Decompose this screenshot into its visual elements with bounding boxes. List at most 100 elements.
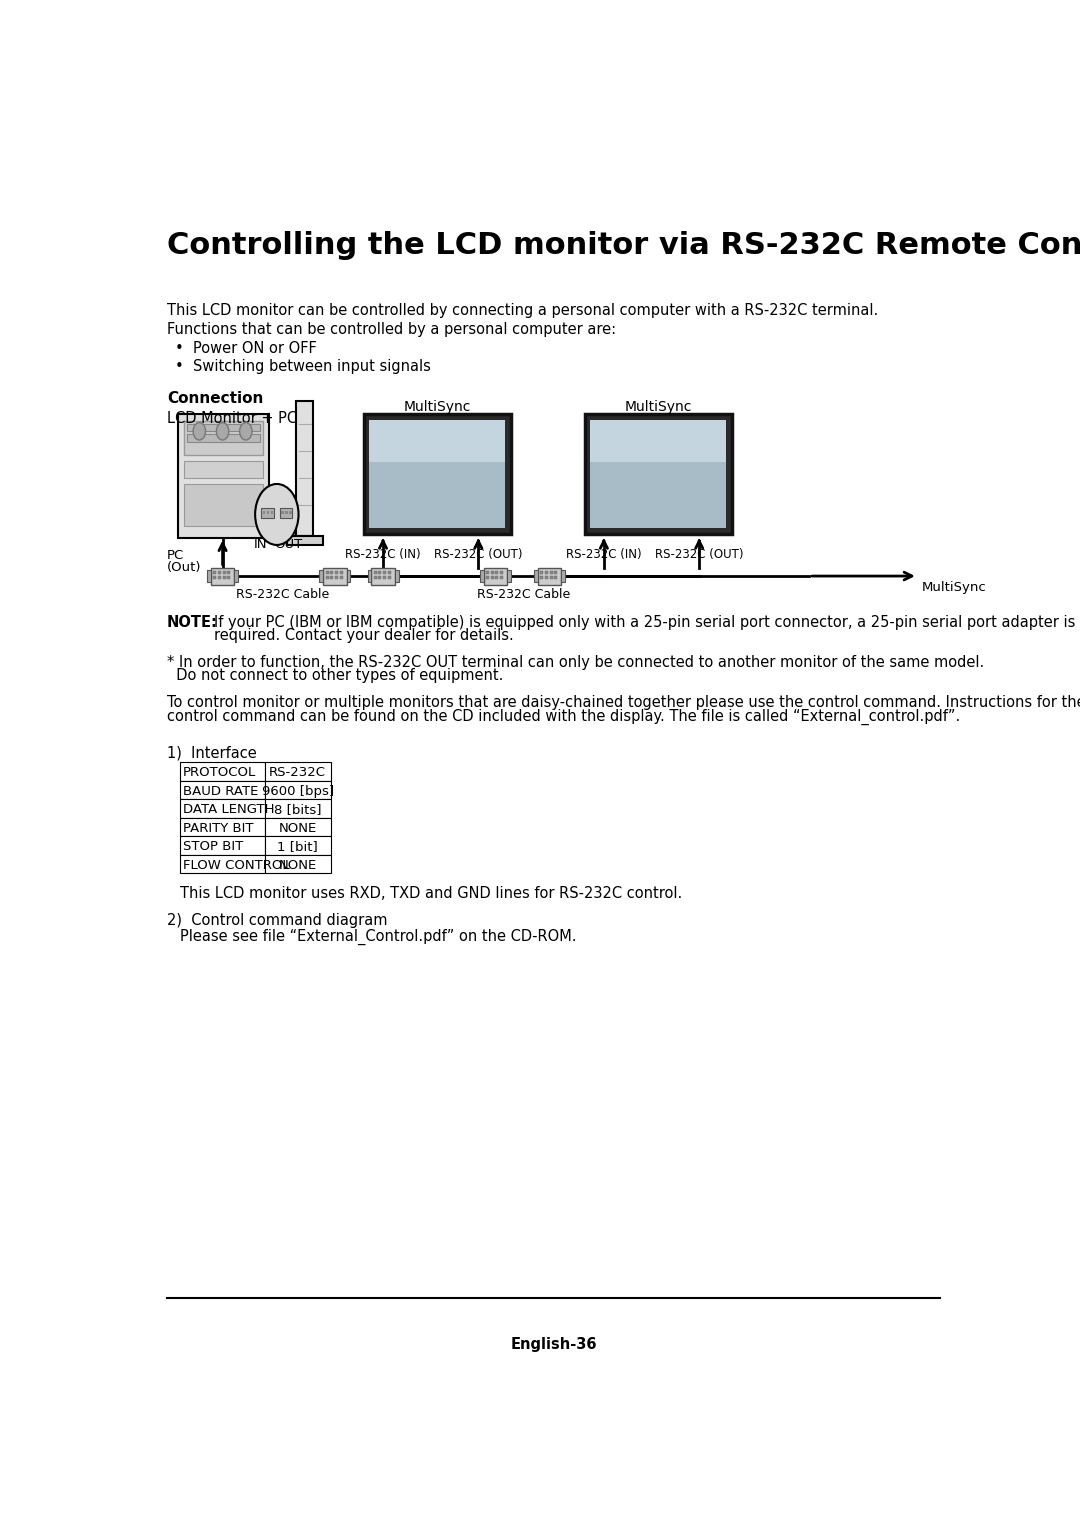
Bar — [545, 570, 548, 573]
Bar — [554, 576, 557, 579]
Bar — [213, 570, 216, 573]
Bar — [554, 570, 557, 573]
Bar — [266, 836, 332, 854]
Bar — [271, 510, 273, 513]
Bar — [480, 570, 484, 582]
Text: MultiSync: MultiSync — [921, 581, 986, 594]
Text: * In order to function, the RS-232C OUT terminal can only be connected to anothe: * In order to function, the RS-232C OUT … — [166, 654, 984, 669]
Bar — [378, 570, 381, 573]
Bar — [180, 836, 266, 854]
Circle shape — [216, 423, 229, 440]
Bar — [486, 576, 489, 579]
Circle shape — [240, 423, 252, 440]
Bar — [211, 567, 234, 585]
Bar — [584, 414, 732, 533]
Bar — [496, 570, 499, 573]
Bar — [562, 570, 565, 582]
Text: RS-232C (IN): RS-232C (IN) — [566, 547, 642, 561]
Text: English-36: English-36 — [510, 1337, 597, 1352]
Bar — [266, 817, 332, 836]
Bar — [590, 420, 727, 461]
Bar — [335, 570, 338, 573]
Bar — [262, 510, 266, 513]
Bar — [222, 576, 226, 579]
Bar — [507, 570, 511, 582]
Bar — [184, 460, 262, 477]
Bar — [388, 576, 391, 579]
Bar — [227, 576, 230, 579]
Bar — [323, 567, 347, 585]
Text: RS-232C Cable: RS-232C Cable — [235, 588, 329, 601]
Text: RS-232C: RS-232C — [269, 766, 326, 779]
Bar — [326, 570, 328, 573]
Bar — [369, 420, 505, 529]
Bar — [180, 781, 266, 799]
Bar — [280, 509, 293, 518]
Bar — [287, 536, 323, 545]
Text: RS-232C (OUT): RS-232C (OUT) — [434, 547, 523, 561]
Text: RS-232C Cable: RS-232C Cable — [477, 588, 570, 601]
Bar — [282, 510, 284, 513]
Bar — [364, 414, 511, 533]
Text: 1)  Interface: 1) Interface — [166, 746, 257, 761]
Text: FLOW CONTROL: FLOW CONTROL — [183, 859, 289, 871]
Bar — [378, 576, 381, 579]
Text: NONE: NONE — [279, 859, 316, 871]
Bar — [335, 576, 338, 579]
Text: •  Power ON or OFF: • Power ON or OFF — [175, 341, 318, 356]
Text: 1 [bit]: 1 [bit] — [278, 840, 319, 853]
Bar — [496, 576, 499, 579]
Bar — [180, 854, 266, 874]
Bar — [296, 402, 313, 536]
Text: control command can be found on the CD included with the display. The file is ca: control command can be found on the CD i… — [166, 709, 960, 726]
Bar — [266, 799, 332, 817]
Bar — [330, 576, 334, 579]
Text: MultiSync: MultiSync — [404, 400, 471, 414]
Bar — [484, 567, 507, 585]
Bar — [218, 570, 221, 573]
Bar — [207, 570, 211, 582]
Bar — [535, 570, 538, 582]
Circle shape — [255, 484, 298, 545]
Bar — [330, 570, 334, 573]
Text: 9600 [bps]: 9600 [bps] — [261, 785, 334, 798]
Bar — [372, 567, 394, 585]
Bar — [486, 570, 489, 573]
Bar — [388, 570, 391, 573]
Bar — [394, 570, 399, 582]
Bar — [550, 576, 553, 579]
Text: STOP BIT: STOP BIT — [183, 840, 243, 853]
Bar — [339, 576, 342, 579]
Text: This LCD monitor uses RXD, TXD and GND lines for RS-232C control.: This LCD monitor uses RXD, TXD and GND l… — [180, 886, 683, 900]
Bar — [590, 420, 727, 529]
Text: (Out): (Out) — [166, 561, 201, 573]
Text: PARITY BIT: PARITY BIT — [183, 822, 254, 834]
Bar — [180, 799, 266, 817]
Text: 8 [bits]: 8 [bits] — [274, 804, 322, 816]
Bar — [320, 570, 323, 582]
Bar — [177, 414, 269, 538]
Bar — [383, 576, 387, 579]
Bar — [234, 570, 238, 582]
Text: MultiSync: MultiSync — [624, 400, 692, 414]
Bar — [369, 420, 505, 461]
Bar — [347, 570, 350, 582]
Bar — [367, 570, 372, 582]
Bar — [545, 576, 548, 579]
Bar — [213, 576, 216, 579]
Text: NOTE:: NOTE: — [166, 614, 218, 630]
Bar — [500, 570, 503, 573]
Bar — [180, 817, 266, 836]
Text: To control monitor or multiple monitors that are daisy-chained together please u: To control monitor or multiple monitors … — [166, 695, 1080, 711]
Text: IN: IN — [254, 538, 268, 550]
Text: If your PC (IBM or IBM compatible) is equipped only with a 25-pin serial port co: If your PC (IBM or IBM compatible) is eq… — [214, 614, 1076, 630]
Bar — [266, 854, 332, 874]
Bar — [187, 423, 260, 431]
Bar — [490, 570, 494, 573]
Text: Do not connect to other types of equipment.: Do not connect to other types of equipme… — [166, 668, 503, 683]
Text: Please see file “External_Control.pdf” on the CD-ROM.: Please see file “External_Control.pdf” o… — [180, 929, 577, 944]
Text: This LCD monitor can be controlled by connecting a personal computer with a RS-2: This LCD monitor can be controlled by co… — [166, 303, 878, 318]
Bar — [490, 576, 494, 579]
Text: •  Switching between input signals: • Switching between input signals — [175, 359, 431, 374]
Text: Controlling the LCD monitor via RS-232C Remote Control: Controlling the LCD monitor via RS-232C … — [166, 231, 1080, 260]
